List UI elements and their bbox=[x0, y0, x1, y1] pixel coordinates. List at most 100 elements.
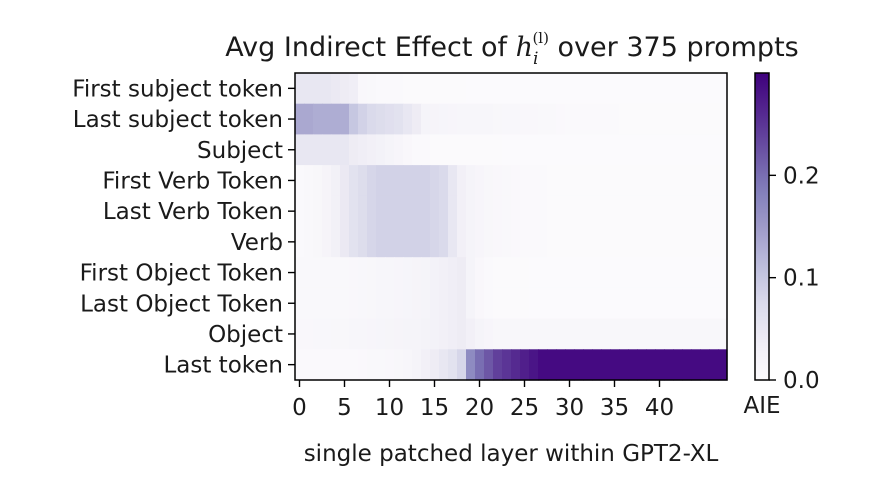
heatmap-cell bbox=[619, 226, 629, 258]
heatmap-cell bbox=[439, 257, 449, 289]
heatmap-cell bbox=[637, 103, 647, 135]
heatmap-cell bbox=[628, 103, 638, 135]
heatmap-cell bbox=[475, 134, 485, 166]
heatmap-cell bbox=[304, 318, 314, 350]
heatmap-cell bbox=[394, 195, 404, 228]
heatmap-cell bbox=[673, 73, 683, 105]
heatmap-cell bbox=[565, 103, 575, 135]
heatmap-cell bbox=[340, 73, 350, 105]
heatmap-cell bbox=[601, 257, 611, 289]
heatmap-cell bbox=[592, 73, 602, 105]
heatmap-cell bbox=[304, 349, 314, 381]
heatmap-cell bbox=[475, 349, 485, 381]
heatmap-cell bbox=[511, 257, 521, 289]
heatmap-cell bbox=[439, 73, 449, 105]
heatmap-cell bbox=[628, 195, 638, 228]
heatmap-cell bbox=[466, 318, 476, 350]
heatmap-cell bbox=[556, 318, 566, 350]
heatmap-cell bbox=[430, 165, 440, 197]
heatmap-cell bbox=[448, 349, 458, 381]
heatmap-cell bbox=[583, 287, 593, 320]
heatmap-cell bbox=[628, 349, 638, 381]
heatmap-cell bbox=[331, 349, 341, 381]
heatmap-cell bbox=[448, 226, 458, 258]
x-tick-label: 20 bbox=[465, 395, 494, 421]
heatmap-cell bbox=[682, 226, 692, 258]
heatmap-cell bbox=[367, 287, 377, 320]
heatmap-cell bbox=[574, 226, 584, 258]
heatmap-cell bbox=[655, 226, 665, 258]
heatmap-cell bbox=[664, 103, 674, 135]
heatmap-cell bbox=[610, 73, 620, 105]
heatmap-cell bbox=[376, 318, 386, 350]
heatmap-cell bbox=[475, 195, 485, 228]
heatmap-cell bbox=[493, 103, 503, 135]
heatmap-cell bbox=[628, 165, 638, 197]
y-axis: First subject token Last subject token Sub… bbox=[72, 76, 295, 379]
heatmap-cell bbox=[403, 226, 413, 258]
heatmap-cell bbox=[376, 134, 386, 166]
heatmap-cell bbox=[547, 73, 557, 105]
heatmap-cell bbox=[385, 349, 395, 381]
heatmap-cell bbox=[313, 195, 323, 228]
heatmap-cell bbox=[412, 195, 422, 228]
heatmap-cell bbox=[610, 226, 620, 258]
heatmap-cell bbox=[331, 257, 341, 289]
heatmap-cell bbox=[700, 103, 710, 135]
heatmap-cell bbox=[502, 349, 512, 381]
heatmap-cell bbox=[619, 349, 629, 381]
heatmap-cell bbox=[700, 318, 710, 350]
heatmap-cell bbox=[484, 195, 494, 228]
heatmap-cell bbox=[502, 165, 512, 197]
heatmap-cell bbox=[502, 318, 512, 350]
heatmap-cell bbox=[691, 318, 701, 350]
heatmap-cell bbox=[358, 165, 368, 197]
heatmap-cell bbox=[304, 134, 314, 166]
heatmap-cell bbox=[367, 165, 377, 197]
heatmap-cell bbox=[664, 134, 674, 166]
heatmap-cell bbox=[646, 257, 656, 289]
heatmap-cell bbox=[583, 165, 593, 197]
heatmap-cell bbox=[592, 226, 602, 258]
heatmap-cell bbox=[340, 226, 350, 258]
heatmap-cell bbox=[718, 257, 728, 289]
heatmap-cell bbox=[457, 134, 467, 166]
heatmap-cell bbox=[610, 257, 620, 289]
heatmap-cell bbox=[547, 195, 557, 228]
heatmap-cell bbox=[358, 257, 368, 289]
colorbar-tick-label: 0.1 bbox=[783, 266, 820, 292]
x-axis: 0 5 10 15 20 25 30 35 40 bbox=[292, 380, 674, 421]
heatmap-cell bbox=[646, 134, 656, 166]
heatmap-cell bbox=[439, 318, 449, 350]
heatmap-cell bbox=[484, 103, 494, 135]
heatmap-cell bbox=[358, 287, 368, 320]
heatmap-cell bbox=[349, 257, 359, 289]
heatmap-cell bbox=[421, 195, 431, 228]
heatmap-cell bbox=[619, 195, 629, 228]
heatmap-cell bbox=[313, 226, 323, 258]
heatmap-cell bbox=[646, 287, 656, 320]
heatmap-cell bbox=[385, 134, 395, 166]
heatmap-cell bbox=[592, 103, 602, 135]
heatmap-cell bbox=[475, 165, 485, 197]
heatmap-cell bbox=[412, 287, 422, 320]
chart-title: Avg Indirect Effect of hi(l) over 375 pr… bbox=[225, 29, 798, 69]
heatmap-cell bbox=[376, 226, 386, 258]
heatmap-cell bbox=[619, 287, 629, 320]
heatmap-cell bbox=[691, 226, 701, 258]
heatmap-cell bbox=[673, 287, 683, 320]
heatmap-cell bbox=[367, 226, 377, 258]
heatmap-cell bbox=[673, 318, 683, 350]
heatmap-cell bbox=[511, 73, 521, 105]
heatmap-cell bbox=[412, 257, 422, 289]
heatmap-cell bbox=[637, 226, 647, 258]
heatmap-cell bbox=[556, 73, 566, 105]
heatmap-cell bbox=[313, 165, 323, 197]
heatmap-cell bbox=[430, 318, 440, 350]
heatmap-cell bbox=[520, 226, 530, 258]
heatmap-cell bbox=[565, 349, 575, 381]
heatmap-cell bbox=[295, 226, 305, 258]
heatmap-cell bbox=[682, 195, 692, 228]
heatmap-cell bbox=[673, 165, 683, 197]
heatmap-cell bbox=[331, 318, 341, 350]
